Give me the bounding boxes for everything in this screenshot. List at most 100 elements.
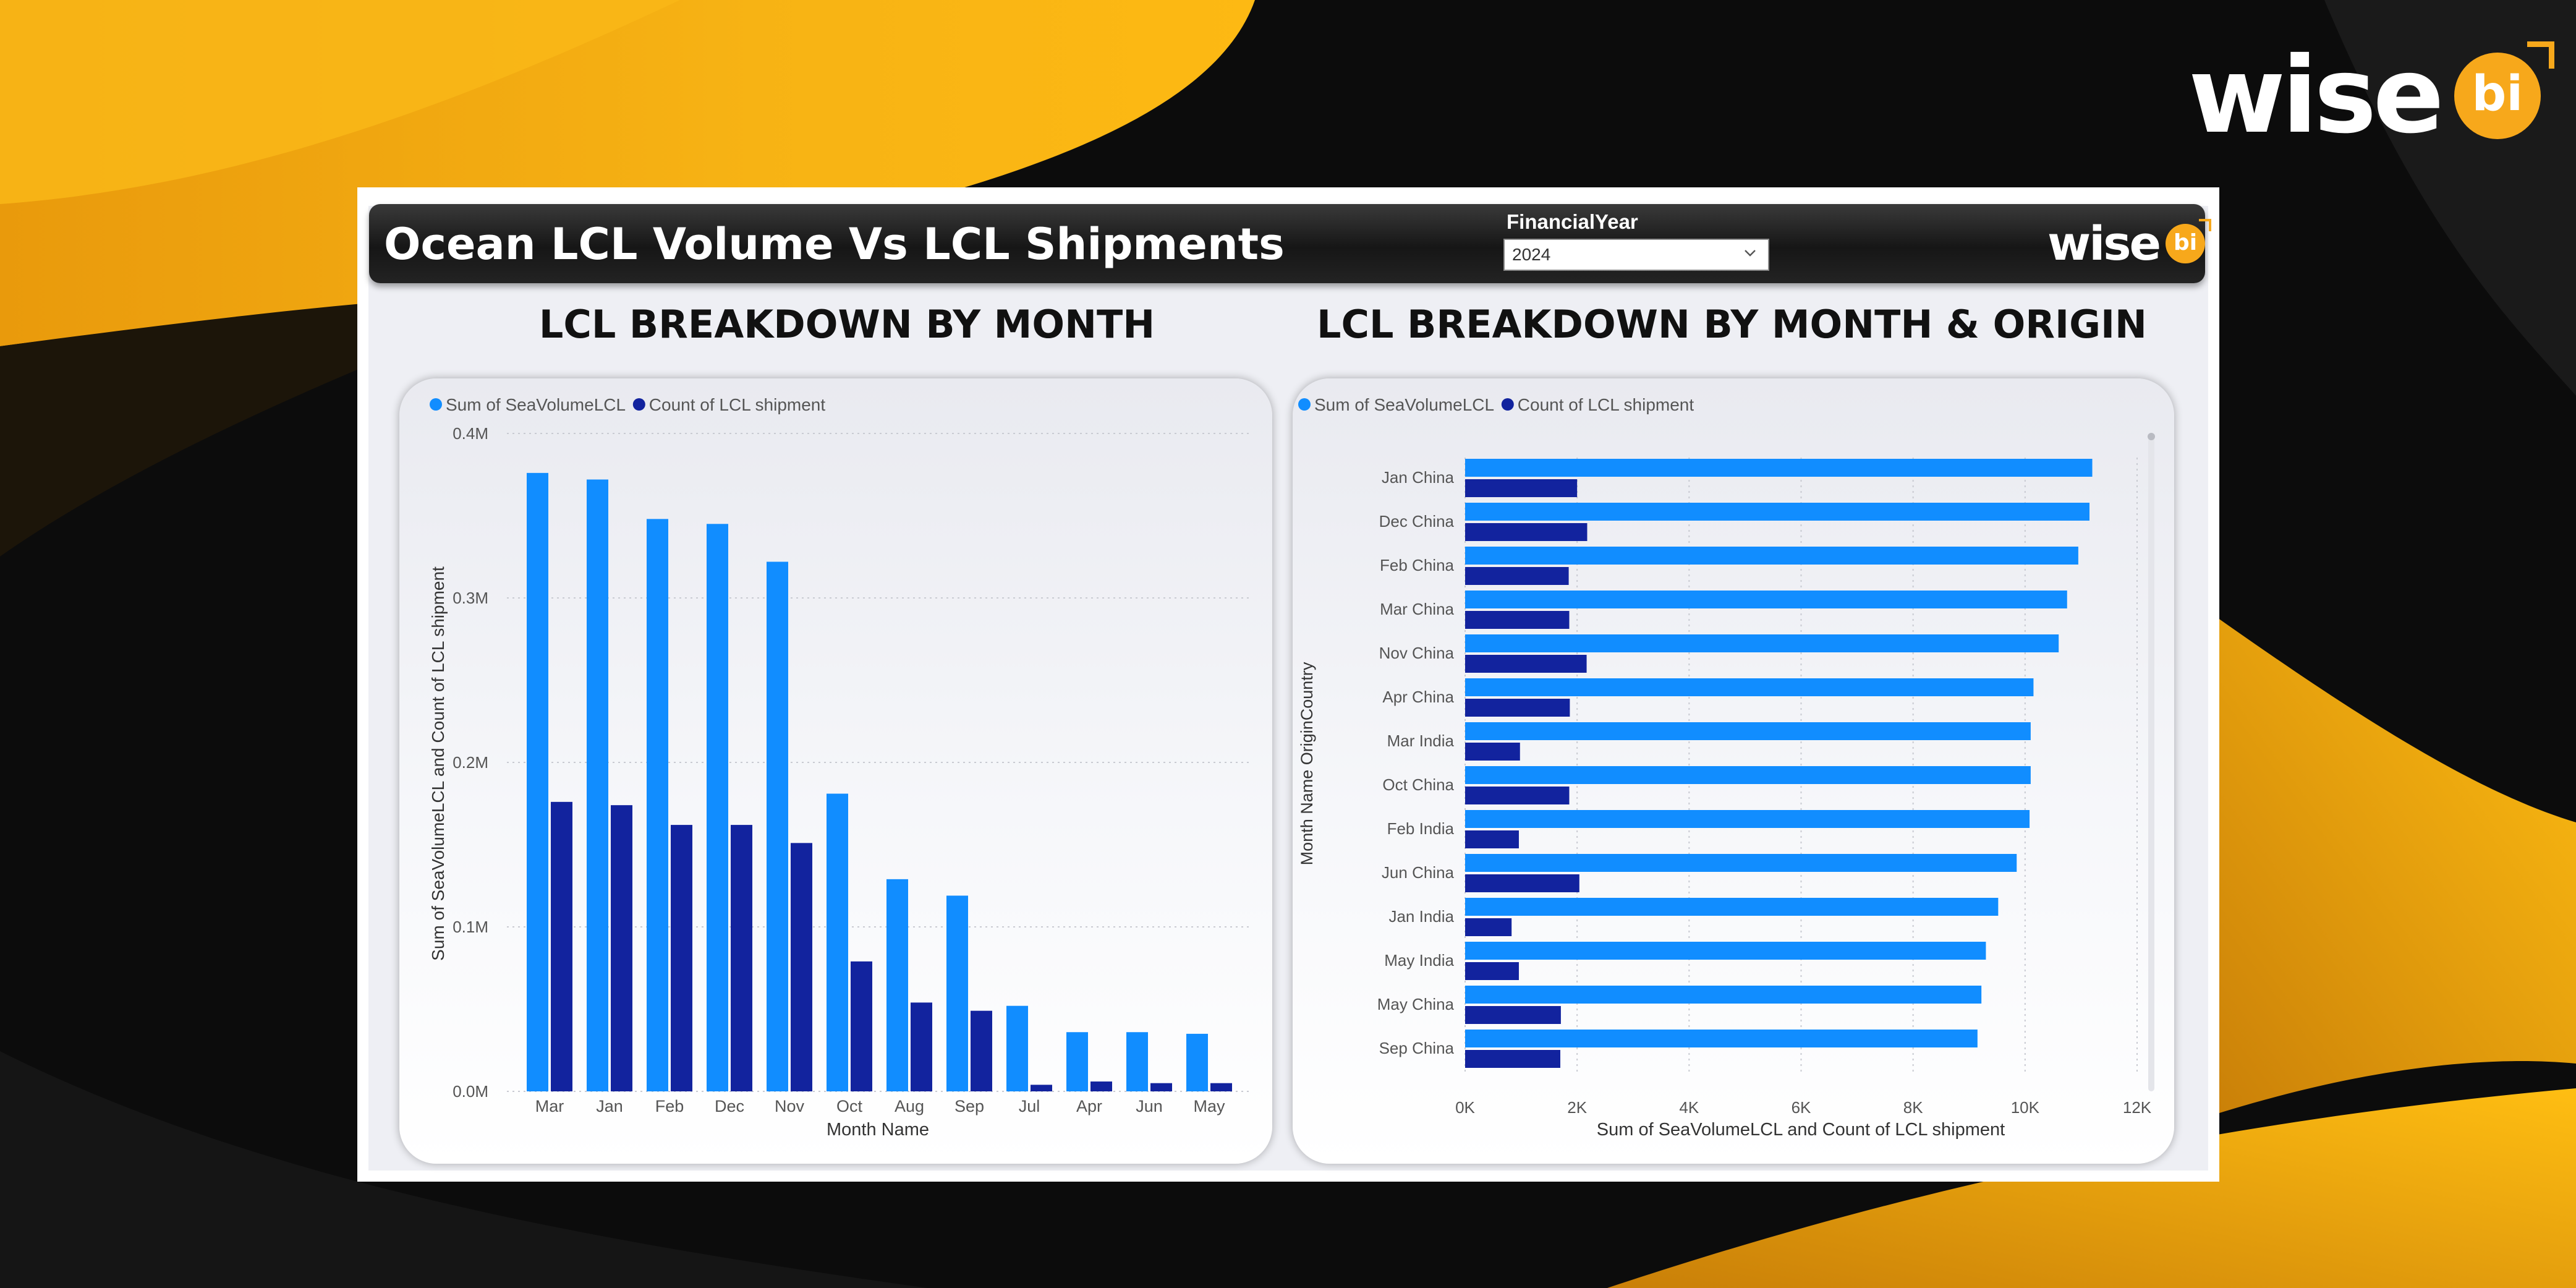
bar-shipment-count	[1465, 787, 1570, 804]
x-tick-label: 12K	[2123, 1098, 2152, 1117]
y-axis-title: Month Name OriginCountry	[1298, 662, 1316, 865]
legend-label: Count of LCL shipment	[649, 395, 826, 414]
y-tick-label: Apr China	[1382, 688, 1454, 706]
bar-sea-volume	[1465, 766, 2031, 784]
bar-shipment-count	[671, 825, 692, 1091]
x-tick-label: Oct	[836, 1097, 863, 1115]
x-tick-label: 0K	[1455, 1098, 1475, 1117]
legend-marker	[632, 398, 645, 411]
x-tick-label: Jul	[1019, 1097, 1040, 1115]
bar-sea-volume	[1465, 942, 1986, 960]
bar-sea-volume	[707, 524, 728, 1091]
header-logo-badge: bi	[2166, 219, 2212, 263]
y-tick-label: Mar India	[1387, 731, 1455, 750]
logo-word: wise	[2188, 35, 2444, 157]
left-chart-title: LCL BREAKDOWN BY MONTH	[538, 302, 1155, 347]
x-axis-title: Sum of SeaVolumeLCL and Count of LCL shi…	[1597, 1120, 2005, 1140]
x-tick-label: Mar	[535, 1097, 564, 1115]
bar-shipment-count	[791, 843, 812, 1091]
x-tick-label: 8K	[1903, 1098, 1923, 1117]
x-tick-label: 4K	[1679, 1098, 1699, 1117]
y-tick-label: Jan China	[1382, 468, 1455, 487]
x-tick-label: May	[1193, 1097, 1225, 1115]
bar-shipment-count	[611, 805, 632, 1091]
financial-year-label: FinancialYear	[1507, 210, 1638, 233]
y-tick-label: Feb China	[1380, 556, 1454, 574]
y-tick-label: 0.4M	[453, 424, 488, 443]
x-tick-label: Aug	[895, 1097, 924, 1115]
bar-sea-volume	[886, 879, 908, 1091]
x-tick-label: Sep	[954, 1097, 984, 1115]
bar-shipment-count	[1465, 479, 1578, 497]
bar-sea-volume	[1066, 1032, 1088, 1091]
bar-shipment-count	[1465, 830, 1519, 848]
bar-sea-volume	[827, 793, 848, 1091]
bar-shipment-count	[1465, 962, 1519, 980]
report-header: Ocean LCL Volume Vs LCL Shipments Financ…	[369, 204, 2212, 283]
bar-shipment-count	[971, 1010, 992, 1091]
bar-shipment-count	[911, 1002, 932, 1091]
bar-sea-volume	[1465, 547, 2078, 565]
bar-sea-volume	[1465, 634, 2059, 652]
scrollbar-thumb	[2148, 433, 2155, 440]
x-axis-title: Month Name	[827, 1120, 929, 1140]
x-tick-label: Nov	[775, 1097, 805, 1115]
header-logo-badge-text: bi	[2173, 229, 2198, 255]
bar-sea-volume	[527, 472, 548, 1091]
bar-sea-volume	[1465, 591, 2067, 608]
y-tick-label: Oct China	[1382, 775, 1454, 794]
y-tick-label: Mar China	[1380, 600, 1454, 618]
bar-shipment-count	[1465, 611, 1570, 629]
bar-sea-volume	[1465, 1030, 1978, 1047]
wisebi-logo: wise bi	[2188, 35, 2554, 157]
page-title: Ocean LCL Volume Vs LCL Shipments	[384, 219, 1285, 270]
legend-marker	[430, 398, 442, 411]
y-tick-label: May India	[1384, 951, 1454, 970]
bar-sea-volume	[1465, 678, 2034, 696]
bar-shipment-count	[1465, 1006, 1561, 1024]
bar-sea-volume	[1465, 503, 2090, 521]
bar-sea-volume	[1465, 854, 2017, 872]
y-tick-label: 0.1M	[453, 918, 488, 936]
bar-sea-volume	[1465, 722, 2031, 740]
bar-sea-volume	[1465, 459, 2093, 477]
bar-sea-volume	[587, 479, 608, 1091]
x-tick-label: Apr	[1076, 1097, 1102, 1115]
y-tick-label: Jan India	[1388, 907, 1454, 926]
bar-sea-volume	[1186, 1033, 1208, 1091]
x-tick-label: Jan	[596, 1097, 623, 1115]
bar-sea-volume	[1465, 986, 1982, 1004]
y-tick-label: 0.2M	[453, 753, 488, 772]
bar-shipment-count	[1465, 699, 1570, 717]
logo-badge-text: bi	[2472, 66, 2523, 122]
bar-shipment-count	[1465, 743, 1520, 761]
bar-shipment-count	[731, 825, 752, 1091]
bar-shipment-count	[851, 961, 872, 1091]
chevron-down-icon	[1745, 250, 1756, 257]
bar-shipment-count	[1465, 523, 1588, 541]
bar-sea-volume	[647, 519, 668, 1091]
legend-label: Sum of SeaVolumeLCL	[1314, 395, 1494, 414]
bar-sea-volume	[946, 895, 968, 1091]
bar-shipment-count	[551, 801, 572, 1091]
financial-year-value: 2024	[1512, 245, 1551, 264]
bar-shipment-count	[1465, 874, 1579, 892]
bar-sea-volume	[1126, 1032, 1148, 1091]
x-tick-label: 6K	[1792, 1098, 1811, 1117]
right-chart-title: LCL BREAKDOWN BY MONTH & ORIGIN	[1317, 302, 2147, 347]
bar-sea-volume	[1465, 810, 2030, 828]
x-tick-label: 10K	[2011, 1098, 2040, 1117]
financial-year-dropdown[interactable]: 2024	[1503, 239, 1769, 271]
x-tick-label: Dec	[715, 1097, 744, 1115]
y-tick-label: Feb India	[1387, 819, 1455, 838]
vertical-scrollbar	[2148, 433, 2154, 1091]
legend-marker	[1501, 398, 1514, 411]
y-tick-label: 0.3M	[453, 589, 488, 607]
bar-shipment-count	[1465, 1050, 1560, 1068]
bar-shipment-count	[1031, 1085, 1052, 1091]
bar-sea-volume	[1006, 1005, 1028, 1091]
bar-shipment-count	[1465, 567, 1569, 585]
y-tick-label: Nov China	[1379, 644, 1455, 662]
y-tick-label: Sep China	[1379, 1039, 1455, 1057]
